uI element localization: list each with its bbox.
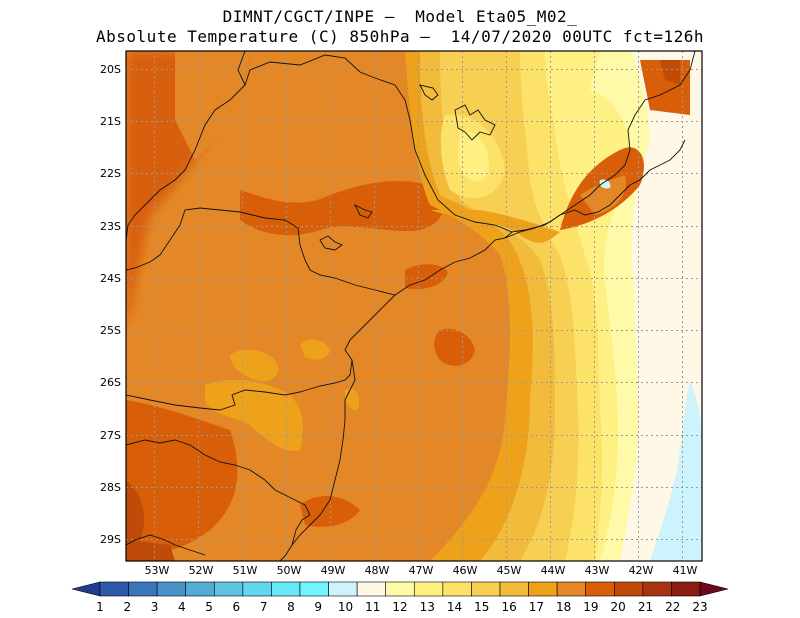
lon-label: 52W	[189, 564, 214, 577]
lat-label: 29S	[100, 533, 121, 546]
colorbar-arrow-low	[71, 581, 101, 597]
colorbar-swatch	[385, 581, 415, 597]
map-title-line1: DIMNT/CGCT/INPE – Model Eta05_M02_	[222, 7, 578, 26]
lat-label: 22S	[100, 167, 121, 180]
colorbar-label: 7	[260, 600, 268, 614]
lat-label: 23S	[100, 220, 121, 233]
colorbar-label: 17	[529, 600, 544, 614]
colorbar: 1 2 3 4 5 6 7 8 9 10 11 12 13 14 15 16 17 18 19 20 21 22 23	[71, 581, 729, 614]
lat-label: 27S	[100, 429, 121, 442]
colorbar-swatch	[156, 581, 187, 597]
colorbar-label: 5	[205, 600, 213, 614]
temperature-field	[126, 51, 702, 561]
lon-label: 51W	[233, 564, 258, 577]
colorbar-arrow-high	[699, 581, 729, 597]
map-frame	[125, 50, 703, 562]
colorbar-swatch	[356, 581, 387, 597]
colorbar-label: 10	[338, 600, 353, 614]
colorbar-swatch	[299, 581, 329, 597]
lat-lon-grid	[126, 51, 702, 561]
colorbar-swatch	[613, 581, 644, 597]
lat-label: 28S	[100, 481, 121, 494]
colorbar-swatch	[128, 581, 158, 597]
colorbar-swatch	[471, 581, 501, 597]
longitude-labels: 53W 52W 51W 50W 49W 48W 47W 46W 45W 44W …	[145, 564, 698, 577]
colorbar-swatch	[585, 581, 615, 597]
colorbar-label: 23	[692, 600, 707, 614]
colorbar-label: 19	[583, 600, 598, 614]
colorbar-label: 15	[474, 600, 489, 614]
state-borders-coastline	[126, 51, 696, 561]
colorbar-swatch	[99, 581, 129, 597]
colorbar-swatch	[328, 581, 358, 597]
lon-label: 42W	[629, 564, 654, 577]
lon-label: 46W	[453, 564, 478, 577]
lon-label: 50W	[277, 564, 302, 577]
latitude-labels: 20S 21S 22S 23S 24S 25S 26S 27S 28S 29S	[100, 63, 121, 546]
colorbar-label: 2	[123, 600, 131, 614]
lon-label: 44W	[541, 564, 566, 577]
lon-label: 41W	[673, 564, 698, 577]
colorbar-label: 20	[611, 600, 626, 614]
colorbar-swatch	[642, 581, 672, 597]
colorbar-label: 16	[501, 600, 516, 614]
colorbar-swatch	[242, 581, 272, 597]
lon-label: 45W	[497, 564, 522, 577]
colorbar-label: 1	[96, 600, 104, 614]
colorbar-label: 21	[638, 600, 653, 614]
colorbar-label: 13	[420, 600, 435, 614]
lat-label: 25S	[100, 324, 121, 337]
lat-label: 21S	[100, 115, 121, 128]
colorbar-swatch	[185, 581, 215, 597]
colorbar-label: 11	[365, 600, 380, 614]
lon-label: 53W	[145, 564, 170, 577]
colorbar-swatch	[213, 581, 244, 597]
colorbar-label: 12	[392, 600, 407, 614]
lat-label: 20S	[100, 63, 121, 76]
colorbar-label: 9	[314, 600, 322, 614]
map-title-line2: Absolute Temperature (C) 850hPa – 14/07/…	[96, 27, 704, 46]
colorbar-swatch	[556, 581, 587, 597]
colorbar-swatch	[413, 581, 444, 597]
colorbar-label: 18	[556, 600, 571, 614]
lat-label: 26S	[100, 376, 121, 389]
colorbar-label: 3	[151, 600, 159, 614]
colorbar-label: 6	[233, 600, 241, 614]
colorbar-label: 8	[287, 600, 295, 614]
colorbar-swatch	[528, 581, 558, 597]
lon-label: 49W	[321, 564, 346, 577]
colorbar-label: 4	[178, 600, 186, 614]
colorbar-swatch	[271, 581, 301, 597]
lon-label: 43W	[585, 564, 610, 577]
colorbar-label: 14	[447, 600, 462, 614]
lat-label: 24S	[100, 272, 121, 285]
colorbar-swatch	[442, 581, 472, 597]
lon-label: 47W	[409, 564, 434, 577]
colorbar-swatch	[499, 581, 529, 597]
lon-label: 48W	[365, 564, 390, 577]
colorbar-label: 22	[665, 600, 680, 614]
colorbar-swatch	[671, 581, 701, 597]
